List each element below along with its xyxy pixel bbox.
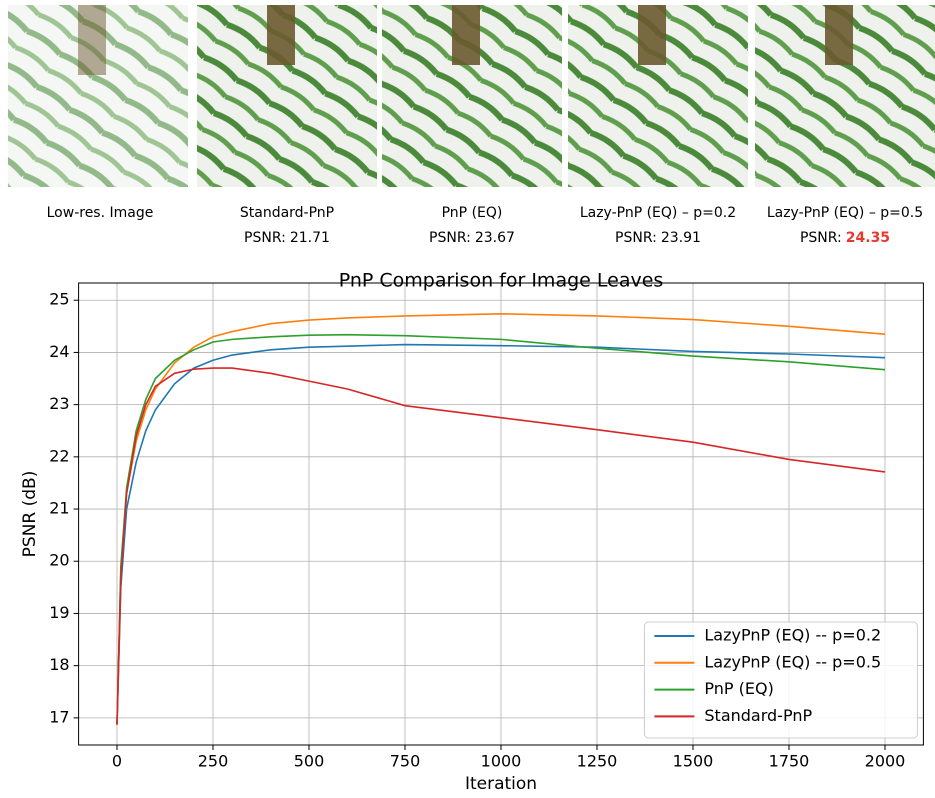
caption: Low-res. Image [47,205,154,221]
x-tick-label: 2000 [865,752,906,771]
psnr-value: 23.67 [475,230,515,246]
x-tick-label: 1250 [577,752,618,771]
ornament [638,5,666,65]
psnr-text: PSNR: 24.35 [800,230,890,246]
ornament [78,5,106,75]
psnr-value: 24.35 [846,230,890,246]
psnr-value: 21.71 [290,230,330,246]
psnr-value: 23.91 [661,230,701,246]
x-tick-label: 1500 [673,752,714,771]
x-tick-label: 250 [198,752,229,771]
x-tick-label: 1750 [769,752,810,771]
caption: PnP (EQ) [442,205,503,221]
plot-area: 0 250 500 750 1000 1250 1500 1750 2000 17 18 19 20 21… [49,282,924,771]
y-axis-label: PSNR (dB) [20,471,40,558]
series-line [116,343,886,725]
x-tick-label: 0 [112,752,122,771]
series-line [116,333,886,725]
y-tick-label: 25 [49,290,69,309]
y-tick-label: 20 [49,551,69,570]
psnr-prefix: PSNR: [244,230,286,246]
legend-label: Standard-PnP [704,706,812,725]
y-tick-label: 22 [49,446,69,465]
plot-frame [78,282,924,746]
ornament [825,5,853,65]
legend-box [643,621,918,739]
series-line [116,367,886,725]
y-tick-label: 18 [49,655,69,674]
series-line [116,312,886,725]
psnr-text: PSNR: 23.67 [429,230,515,246]
caption: Standard-PnP [240,205,334,221]
x-tick-label: 500 [294,752,325,771]
legend-label: PnP (EQ) [704,679,773,698]
legend-label: LazyPnP (EQ) -- p=0.5 [704,652,881,671]
y-tick-label: 21 [49,499,69,518]
y-tick-label: 17 [49,707,69,726]
chart-title: PnP Comparison for Image Leaves [339,270,664,292]
caption: Lazy-PnP (EQ) – p=0.2 [580,205,736,221]
ornament [267,5,295,65]
y-tick-label: 23 [49,394,69,413]
psnr-prefix: PSNR: [800,230,842,246]
psnr-text: PSNR: 23.91 [615,230,701,246]
psnr-prefix: PSNR: [429,230,471,246]
y-tick-label: 19 [49,603,69,622]
caption: Lazy-PnP (EQ) – p=0.5 [767,205,923,221]
psnr-prefix: PSNR: [615,230,657,246]
psnr-text: PSNR: 21.71 [244,230,330,246]
x-axis-label: Iteration [465,774,537,794]
x-tick-label: 750 [390,752,421,771]
legend-label: LazyPnP (EQ) -- p=0.2 [704,626,881,645]
ornament [452,5,480,65]
y-tick-label: 24 [49,342,69,361]
x-tick-label: 1000 [481,752,522,771]
